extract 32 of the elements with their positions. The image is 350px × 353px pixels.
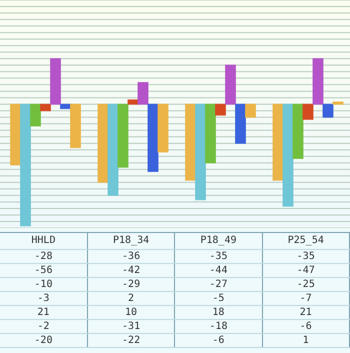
data-label: -5: [174, 292, 262, 306]
data-label: 21: [0, 306, 88, 320]
data-label: 18: [174, 306, 262, 320]
data-label: -36: [87, 250, 175, 264]
data-label: -31: [87, 320, 175, 334]
data-label: 10: [87, 306, 175, 320]
data-label: -25: [262, 278, 350, 292]
data-label: -29: [87, 278, 175, 292]
data-label: -20: [0, 334, 88, 348]
data-label: -42: [87, 264, 175, 278]
x-tick-label: P18_34: [87, 232, 175, 250]
data-label: -18: [174, 320, 262, 334]
data-label: -35: [262, 250, 350, 264]
data-label: 2: [87, 292, 175, 306]
x-tick-label: HHLD: [0, 232, 88, 250]
data-label: -6: [262, 320, 350, 334]
data-label: 1: [262, 334, 350, 348]
x-tick-label: P25_54: [262, 232, 350, 250]
data-label: 21: [262, 306, 350, 320]
data-label: -3: [0, 292, 88, 306]
data-label: -22: [87, 334, 175, 348]
data-label: -56: [0, 264, 88, 278]
data-label: -35: [174, 250, 262, 264]
data-label: -47: [262, 264, 350, 278]
data-label: -2: [0, 320, 88, 334]
data-label: -10: [0, 278, 88, 292]
data-label: -44: [174, 264, 262, 278]
data-label: -27: [174, 278, 262, 292]
data-label: -6: [174, 334, 262, 348]
data-label: -7: [262, 292, 350, 306]
data-label: -28: [0, 250, 88, 264]
x-tick-label: P18_49: [174, 232, 262, 250]
